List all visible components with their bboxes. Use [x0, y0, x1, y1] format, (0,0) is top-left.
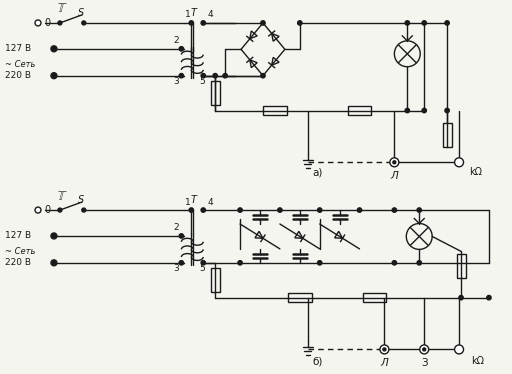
Circle shape [459, 295, 463, 300]
Bar [211, 268, 220, 292]
Circle shape [213, 74, 218, 78]
Circle shape [52, 74, 56, 78]
Circle shape [201, 261, 205, 265]
Circle shape [278, 208, 282, 212]
Circle shape [422, 21, 426, 25]
Circle shape [35, 20, 41, 26]
Bar [457, 254, 465, 278]
Bar [443, 123, 452, 147]
Text: 4: 4 [207, 10, 213, 19]
Bar [288, 293, 312, 302]
Circle shape [423, 348, 425, 351]
Text: T: T [190, 8, 196, 18]
Text: 5: 5 [199, 264, 205, 273]
Text: З: З [421, 358, 428, 368]
Circle shape [455, 158, 463, 167]
Text: 4: 4 [207, 197, 213, 206]
Circle shape [52, 47, 56, 51]
Text: 3: 3 [174, 77, 179, 86]
Circle shape [201, 208, 205, 212]
Text: kΩ: kΩ [469, 167, 482, 177]
Circle shape [35, 207, 41, 213]
Circle shape [390, 158, 399, 167]
Text: 2: 2 [174, 36, 179, 45]
Circle shape [420, 345, 429, 354]
Circle shape [58, 21, 62, 25]
Text: 5: 5 [199, 77, 205, 86]
Circle shape [455, 345, 463, 354]
Text: а): а) [313, 167, 323, 177]
Text: Л: Л [391, 171, 398, 181]
Circle shape [189, 21, 194, 25]
Circle shape [405, 21, 410, 25]
Text: 0: 0 [44, 205, 50, 215]
Circle shape [487, 295, 491, 300]
Circle shape [51, 233, 57, 239]
Text: 3: 3 [174, 264, 179, 273]
Bar [362, 293, 387, 302]
Text: 220 В: 220 В [5, 71, 31, 80]
Text: 1: 1 [185, 197, 191, 206]
Text: 0: 0 [44, 18, 50, 28]
Circle shape [393, 161, 396, 164]
Text: б): б) [313, 356, 323, 367]
Circle shape [357, 208, 361, 212]
Circle shape [417, 261, 421, 265]
Circle shape [317, 261, 322, 265]
Circle shape [179, 234, 183, 238]
Circle shape [405, 108, 410, 113]
Text: ~ Сеть: ~ Сеть [5, 60, 35, 69]
Circle shape [317, 208, 322, 212]
Circle shape [380, 345, 389, 354]
Bar [263, 106, 287, 115]
Circle shape [52, 234, 56, 238]
Circle shape [179, 47, 183, 51]
Circle shape [392, 208, 397, 212]
Text: S: S [78, 195, 84, 205]
Circle shape [261, 21, 265, 25]
Circle shape [445, 108, 450, 113]
Circle shape [238, 261, 242, 265]
Circle shape [223, 74, 227, 78]
Text: 127 В: 127 В [5, 232, 31, 240]
Circle shape [417, 208, 421, 212]
Circle shape [297, 21, 302, 25]
Circle shape [179, 74, 183, 78]
Text: T: T [190, 195, 196, 205]
Circle shape [58, 208, 62, 212]
Circle shape [179, 261, 183, 265]
Text: 127 В: 127 В [5, 44, 31, 53]
Bar [211, 81, 220, 105]
Circle shape [82, 208, 86, 212]
Text: 1: 1 [185, 10, 191, 19]
Circle shape [51, 46, 57, 52]
Circle shape [201, 21, 205, 25]
Text: ~ Сеть: ~ Сеть [5, 247, 35, 256]
Text: Л: Л [380, 358, 388, 368]
Text: $\mathbb{T}$: $\mathbb{T}$ [57, 3, 67, 15]
Circle shape [51, 73, 57, 79]
Circle shape [189, 208, 194, 212]
Text: 220 В: 220 В [5, 258, 31, 267]
Circle shape [445, 21, 450, 25]
Circle shape [238, 208, 242, 212]
Circle shape [392, 261, 397, 265]
Circle shape [82, 21, 86, 25]
Text: 2: 2 [174, 224, 179, 233]
Circle shape [52, 261, 56, 265]
Text: kΩ: kΩ [471, 356, 484, 367]
Bar [348, 106, 372, 115]
Circle shape [383, 348, 386, 351]
Text: S: S [78, 8, 84, 18]
Text: $\mathbb{T}$: $\mathbb{T}$ [57, 190, 67, 203]
Circle shape [422, 108, 426, 113]
Circle shape [51, 260, 57, 266]
Circle shape [261, 74, 265, 78]
Circle shape [201, 74, 205, 78]
